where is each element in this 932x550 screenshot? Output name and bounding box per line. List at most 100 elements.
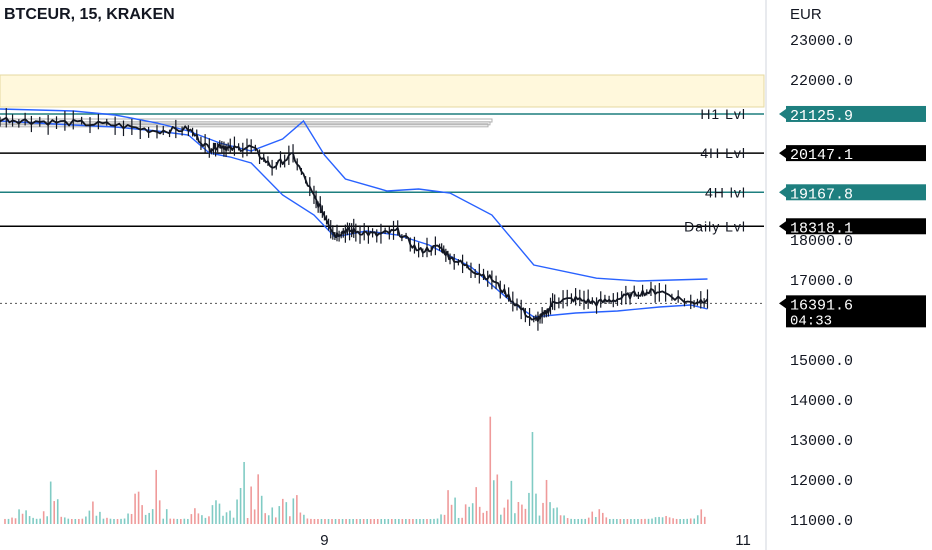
volume-bar	[679, 518, 681, 524]
volume-bar	[28, 516, 31, 524]
levels-layer[interactable]: H1 Lvl 21125.9 4H Lvl 20147.1 4H lvl 19167.8 D…	[0, 105, 926, 304]
level-price-tag	[786, 184, 926, 201]
volume-bar	[274, 517, 277, 524]
volume-bar	[373, 519, 376, 524]
volume-bar	[123, 518, 126, 524]
price-axis[interactable]: 23000.0 22000.0 18000.0 17000.0 15000.0 14000…	[765, 0, 926, 550]
volume-bar	[225, 512, 228, 524]
symbol-title: BTCEUR, 15, KRAKEN	[4, 6, 175, 23]
volume-bar	[176, 518, 179, 524]
volume-bar	[109, 518, 112, 524]
volume-bar	[264, 513, 267, 524]
volume-bar	[658, 516, 660, 524]
volume-bar	[443, 514, 446, 524]
volume-layer	[4, 416, 706, 524]
volume-bar	[285, 502, 288, 524]
volume-bar	[644, 518, 646, 524]
volume-bar	[489, 416, 492, 524]
current-price-tag-arrow	[779, 298, 786, 309]
volume-bar	[327, 519, 330, 524]
volume-bar	[447, 490, 449, 524]
volume-bar	[566, 518, 569, 524]
volume-bar	[155, 469, 157, 524]
volume-bar	[292, 498, 295, 524]
volume-bar	[661, 517, 664, 524]
volume-bar	[21, 513, 24, 524]
volume-bar	[633, 519, 636, 524]
volume-bar	[88, 510, 91, 524]
volume-bar	[201, 515, 203, 524]
volume-bar	[570, 518, 572, 524]
volume-bar	[521, 504, 523, 524]
volume-bar	[412, 519, 414, 524]
volume-bar	[514, 513, 516, 524]
volume-bar	[183, 518, 186, 524]
volume-bar	[317, 518, 319, 524]
volume-bar	[450, 504, 453, 524]
volume-bar	[208, 516, 210, 524]
volume-bar	[672, 518, 674, 524]
volume-bar	[236, 499, 238, 524]
volume-bar	[81, 518, 84, 524]
volume-bar	[92, 501, 94, 524]
volume-bar	[496, 474, 499, 524]
volume-bar	[507, 499, 509, 524]
volume-bar	[229, 510, 231, 524]
volume-bar	[654, 517, 657, 524]
volume-bar	[689, 518, 692, 524]
price-tick-label: 12000.0	[790, 473, 853, 490]
volume-bar	[380, 519, 383, 524]
current-price-text: 16391.6	[790, 297, 853, 314]
volume-bar	[352, 519, 354, 524]
volume-bar	[640, 518, 643, 524]
volume-bar	[626, 519, 629, 524]
volume-bar	[187, 518, 189, 524]
volume-bar	[116, 518, 119, 524]
level-price-tag-arrow	[779, 108, 786, 119]
volume-bar	[696, 515, 699, 524]
volume-bar	[18, 509, 20, 524]
volume-bar	[194, 508, 196, 524]
volume-bar	[32, 517, 34, 524]
volume-bar	[35, 518, 38, 524]
volume-bar	[598, 509, 601, 524]
volume-bar	[60, 516, 63, 524]
volume-bar	[609, 518, 611, 524]
volume-bar	[341, 519, 344, 524]
volume-bar	[682, 518, 685, 524]
volume-bar	[591, 511, 594, 524]
volume-bar	[580, 518, 583, 524]
range-box	[0, 123, 489, 128]
volume-bar	[141, 505, 143, 524]
volume-bar	[260, 495, 263, 524]
volume-bar	[320, 519, 323, 524]
supply-zone	[0, 74, 765, 108]
volume-bar	[25, 510, 27, 524]
volume-bar	[471, 503, 474, 524]
volume-bar	[222, 515, 224, 524]
volume-bar	[53, 501, 56, 524]
volume-bar	[366, 519, 368, 524]
volume-bar	[215, 500, 217, 524]
volume-bar	[454, 497, 456, 524]
volume-bar	[232, 517, 235, 524]
volume-bar	[419, 519, 421, 524]
volume-bar	[348, 519, 351, 524]
volume-bar	[623, 519, 625, 524]
volume-bar	[415, 519, 418, 524]
volume-bar	[246, 518, 249, 524]
volume-bar	[113, 518, 115, 524]
volume-bar	[665, 515, 667, 524]
supply-zone-layer	[0, 74, 765, 108]
volume-bar	[334, 519, 337, 524]
volume-bar	[482, 512, 485, 524]
volume-bar	[85, 516, 87, 524]
time-axis[interactable]: 9 11	[320, 532, 751, 549]
volume-bar	[573, 519, 576, 524]
volume-bar	[433, 518, 435, 524]
volume-bar	[542, 502, 544, 524]
volume-bar	[331, 519, 333, 524]
volume-bar	[127, 513, 129, 524]
volume-bar	[289, 516, 291, 524]
